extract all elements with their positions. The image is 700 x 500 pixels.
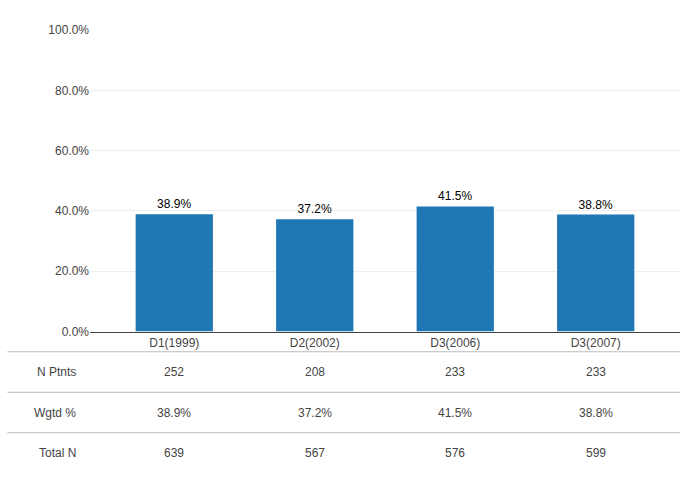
svg-text:D2(2002): D2(2002) bbox=[290, 336, 340, 350]
svg-text:41.5%: 41.5% bbox=[438, 406, 472, 420]
svg-text:Total N: Total N bbox=[39, 446, 76, 460]
svg-text:233: 233 bbox=[445, 365, 465, 379]
svg-text:Wgtd %: Wgtd % bbox=[34, 406, 76, 420]
svg-text:D3(2006): D3(2006) bbox=[430, 336, 480, 350]
svg-text:D1(1999): D1(1999) bbox=[149, 336, 199, 350]
svg-text:38.9%: 38.9% bbox=[157, 406, 191, 420]
svg-text:233: 233 bbox=[586, 365, 606, 379]
svg-text:N Ptnts: N Ptnts bbox=[37, 365, 76, 379]
svg-text:208: 208 bbox=[305, 365, 325, 379]
svg-text:37.2%: 37.2% bbox=[298, 406, 332, 420]
svg-text:80.0%: 80.0% bbox=[55, 84, 89, 98]
svg-text:41.5%: 41.5% bbox=[438, 189, 472, 203]
svg-text:252: 252 bbox=[164, 365, 184, 379]
svg-text:599: 599 bbox=[586, 446, 606, 460]
svg-text:D3(2007): D3(2007) bbox=[571, 336, 621, 350]
svg-text:567: 567 bbox=[305, 446, 325, 460]
svg-text:38.8%: 38.8% bbox=[579, 198, 613, 212]
svg-text:37.2%: 37.2% bbox=[298, 202, 332, 216]
svg-text:60.0%: 60.0% bbox=[55, 144, 89, 158]
svg-text:100.0%: 100.0% bbox=[48, 23, 89, 37]
svg-text:38.8%: 38.8% bbox=[579, 406, 613, 420]
svg-text:40.0%: 40.0% bbox=[55, 204, 89, 218]
svg-text:639: 639 bbox=[164, 446, 184, 460]
svg-text:20.0%: 20.0% bbox=[55, 264, 89, 278]
svg-text:0.0%: 0.0% bbox=[62, 325, 90, 339]
svg-text:38.9%: 38.9% bbox=[157, 197, 191, 211]
svg-text:576: 576 bbox=[445, 446, 465, 460]
